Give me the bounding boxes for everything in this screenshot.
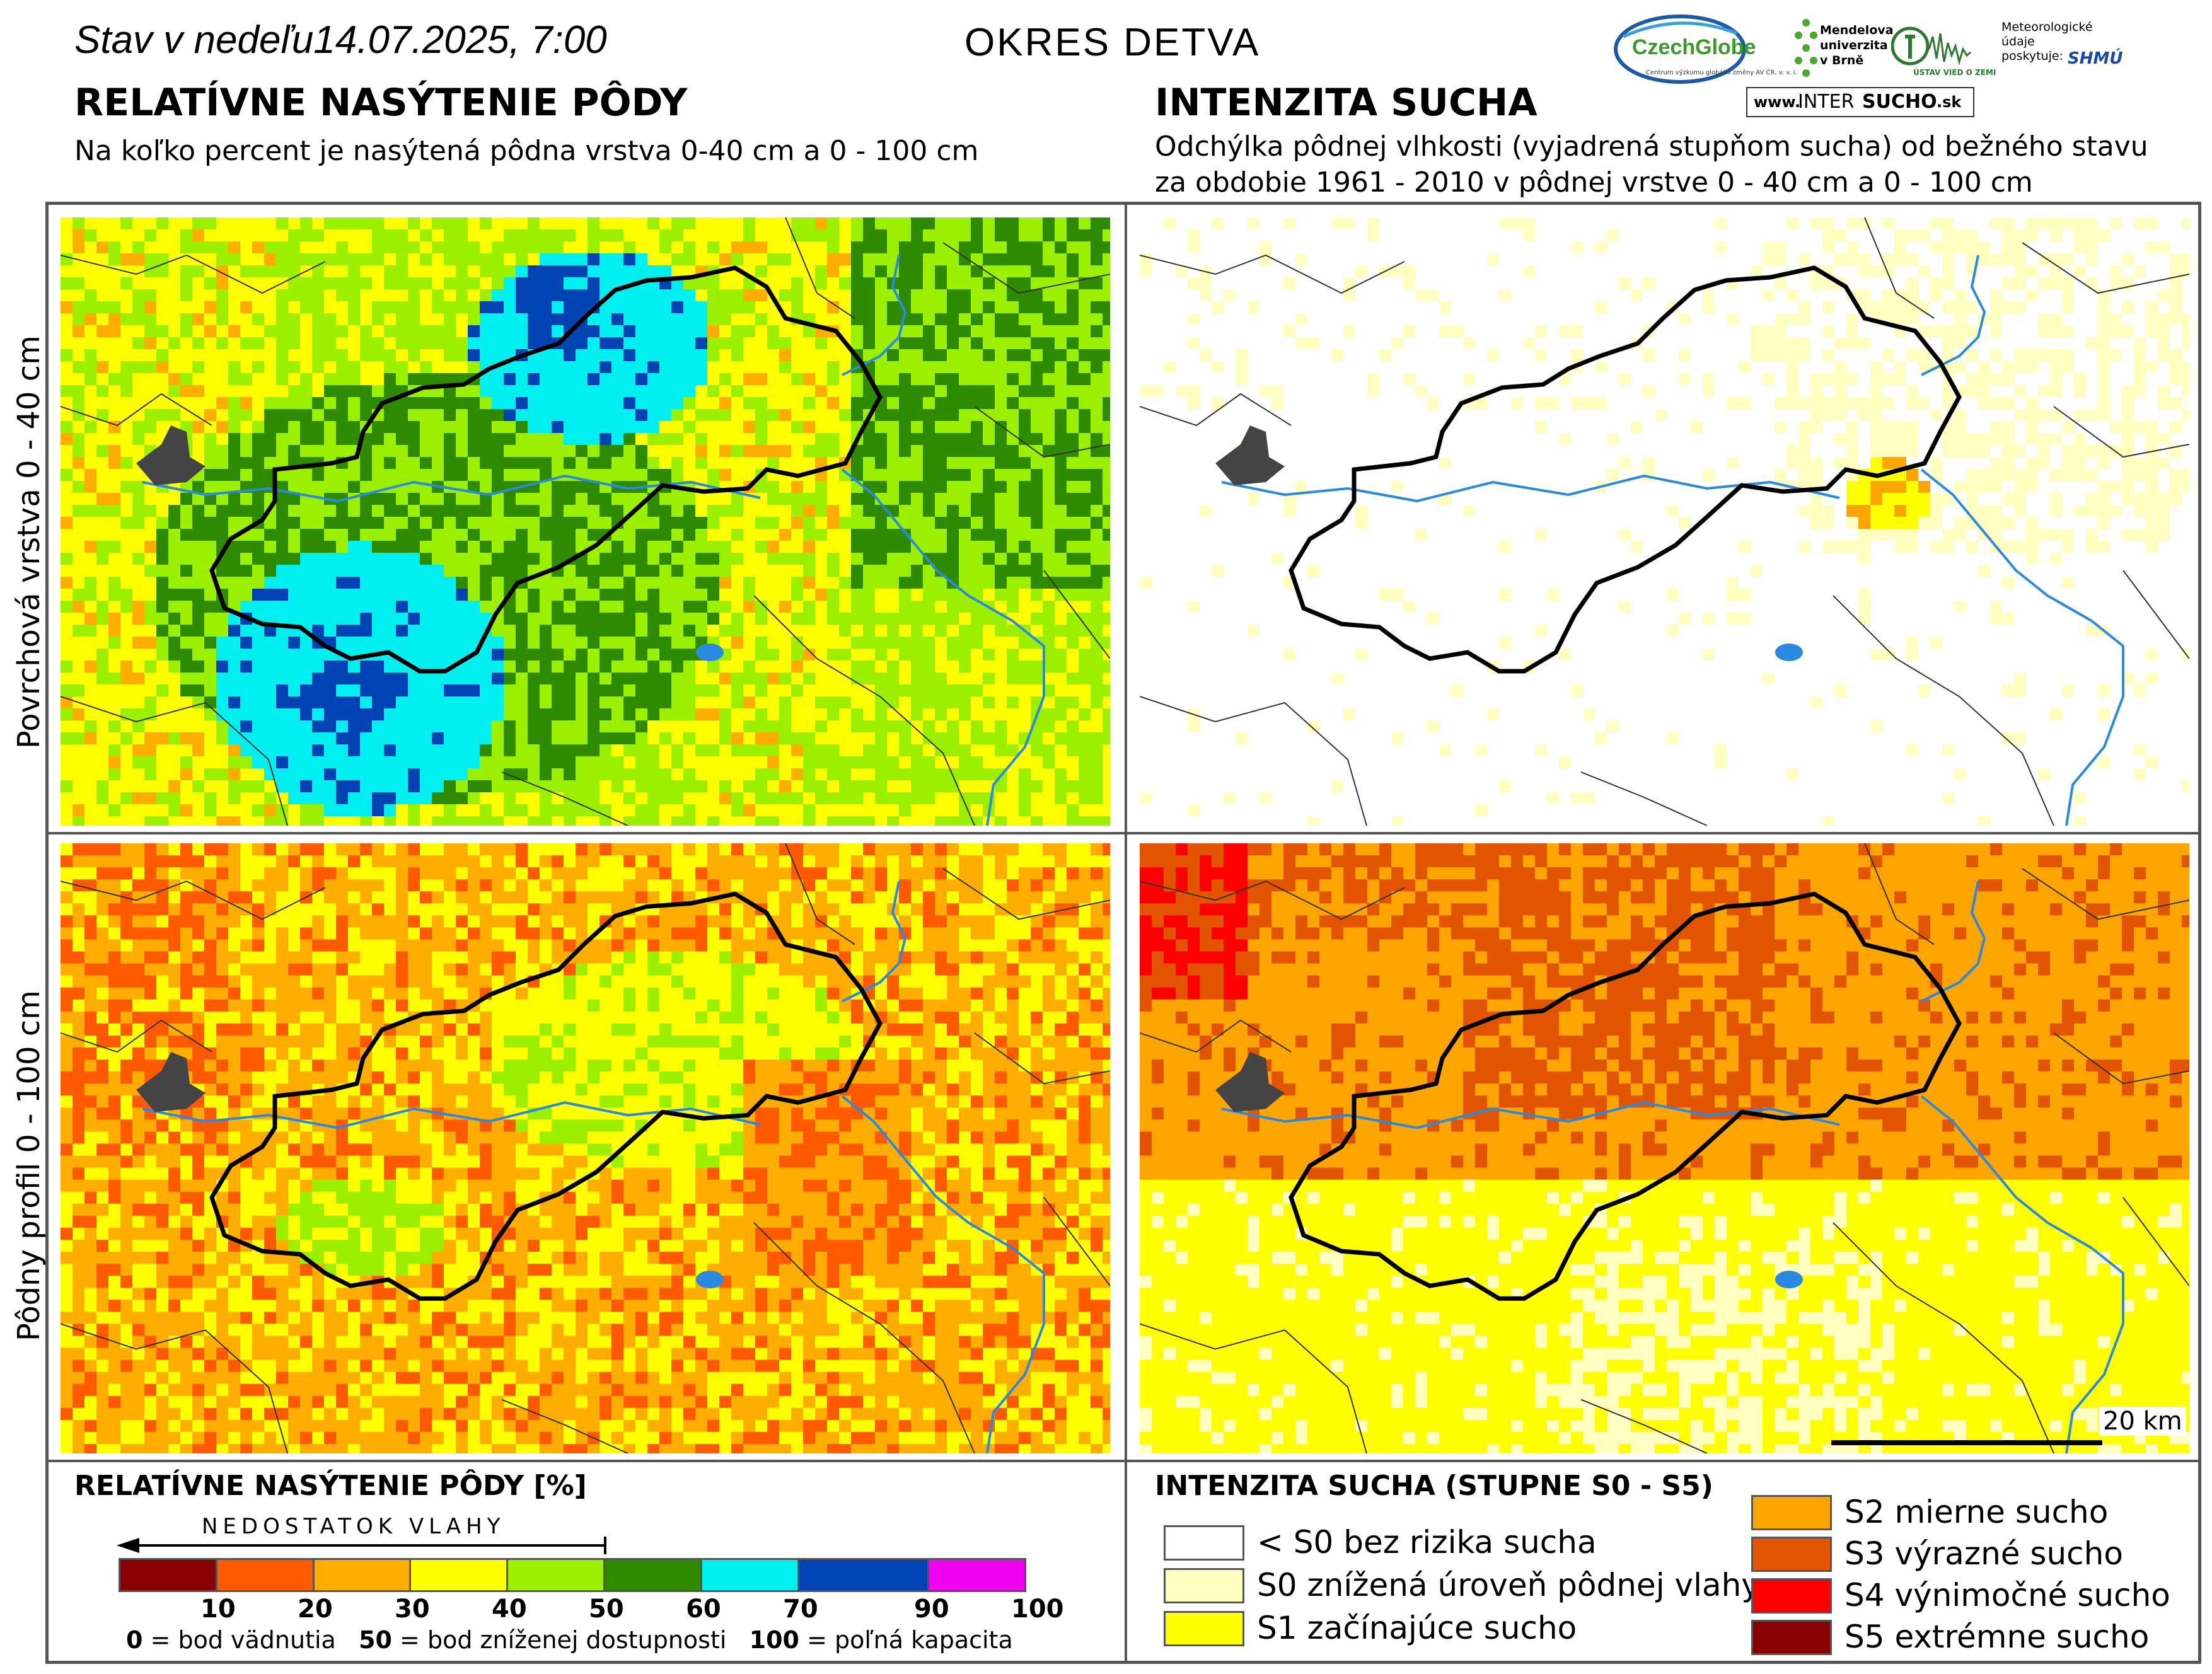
saturation-subtitle: Na koľko percent je nasýtená pôdna vrstv… (74, 135, 979, 167)
drought-legend-title: INTENZITA SUCHA (STUPNE S0 - S5) (1155, 1470, 1713, 1502)
ustav-vied-o-zemi-logo: ÚSTAV VIED O ZEMI (1891, 18, 1996, 87)
drought-legend-label: S1 začínajúce sucho (1257, 1610, 1577, 1646)
saturation-legend-footnote: 0 = bod vädnutia 50 = bod zníženej dostu… (126, 1626, 1013, 1654)
saturation-swatch-8 (799, 1560, 930, 1590)
saturation-tick-label: 60 (686, 1595, 721, 1624)
district-boundary (1288, 265, 1962, 674)
drought-legend-label: S2 mierne sucho (1844, 1494, 2109, 1530)
saturation-swatch-1 (120, 1560, 217, 1590)
meteo-data-label: Meteorologické údaje poskytuje: (2001, 20, 2093, 63)
drought-legend-label: < S0 bez rizika sucha (1257, 1524, 1597, 1561)
drought-title: INTENZITA SUCHA (1155, 81, 1537, 125)
saturation-tick-label: 20 (298, 1595, 333, 1624)
district-boundary (1288, 891, 1962, 1301)
drought-legend-label: S4 výnimočné sucho (1844, 1577, 2170, 1613)
saturation-tick-label: 100 (1011, 1595, 1064, 1624)
drought-swatch-6 (1751, 1620, 1832, 1655)
saturation-title: RELATÍVNE NASÝTENIE PÔDY (74, 81, 688, 125)
saturation-tick-label: 70 (783, 1595, 818, 1624)
saturation-swatch-6 (605, 1560, 702, 1590)
drought-legend-label: S5 extrémne sucho (1844, 1619, 2150, 1655)
shmu-logo: SHMÚ (2068, 49, 2123, 68)
scale-bar (1831, 1440, 2102, 1445)
saturation-tick-label: 10 (200, 1595, 236, 1624)
partner-logos: CzechGlobe Centrum výzkumu globální změn… (1611, 11, 2128, 118)
deficit-arrow (117, 1533, 608, 1558)
deficit-arrow-label: NEDOSTATOK VLAHY (202, 1514, 506, 1539)
row-label-profile: Pôdny profil 0 - 100 cm (11, 990, 47, 1341)
drought-subtitle-line1: Odchýlka pôdnej vlhkosti (vyjadrená stup… (1155, 130, 2148, 163)
mendelu-logo: Mendelova univerzita v Brně (1793, 18, 1894, 106)
saturation-tick-label: 30 (395, 1595, 430, 1624)
panel-frame (45, 202, 2201, 1664)
czechglobe-logo: CzechGlobe Centrum výzkumu globální změn… (1611, 11, 1806, 93)
map-drought-topsoil[interactable] (1140, 217, 2189, 826)
drought-swatch-4 (1751, 1537, 1832, 1572)
intersucho-logo: www. INTER SUCHO .sk (1746, 87, 1974, 117)
saturation-color-bar (119, 1558, 1026, 1592)
map-drought-profile[interactable] (1140, 843, 2189, 1453)
drought-subtitle-line2: za obdobie 1961 - 2010 v pôdnej vrstve 0… (1155, 166, 2033, 199)
drought-swatch-2 (1164, 1611, 1244, 1646)
saturation-swatch-9 (929, 1560, 1024, 1590)
drought-swatch-3 (1751, 1495, 1832, 1530)
scale-bar-label: 20 km (2099, 1407, 2186, 1436)
saturation-tick-label: 90 (913, 1595, 949, 1624)
drought-swatch-0 (1164, 1525, 1244, 1561)
saturation-swatch-3 (314, 1560, 412, 1590)
date-label: Stav v nedeľu14.07.2025, 7:00 (74, 18, 607, 62)
map-saturation-topsoil[interactable] (61, 217, 1110, 826)
saturation-ticks: 10 20 30 40 50 60 70 90 100 (119, 1592, 1064, 1624)
map-saturation-profile[interactable] (61, 843, 1110, 1453)
saturation-swatch-4 (411, 1560, 509, 1590)
drought-legend-label: S0 znížená úroveň pôdnej vlahy (1257, 1567, 1760, 1603)
saturation-legend-title: RELATÍVNE NASÝTENIE PÔDY [%] (74, 1470, 587, 1502)
district-boundary (209, 265, 883, 674)
drought-swatch-1 (1164, 1568, 1244, 1603)
saturation-tick-label: 50 (589, 1595, 624, 1624)
panel-divider-vertical (1125, 202, 1127, 1664)
saturation-swatch-5 (508, 1560, 605, 1590)
drought-legend-label: S3 výrazné sucho (1844, 1535, 2123, 1572)
saturation-tick-label: 40 (492, 1595, 527, 1624)
saturation-swatch-2 (217, 1560, 315, 1590)
panel-divider-legend (45, 1460, 2201, 1462)
district-boundary (209, 891, 883, 1301)
district-title: OKRES DETVA (964, 21, 1261, 64)
row-label-topsoil: Povrchová vrstva 0 - 40 cm (11, 335, 47, 749)
drought-swatch-5 (1751, 1578, 1832, 1613)
saturation-swatch-7 (702, 1560, 799, 1590)
panel-divider-middle (45, 832, 2201, 834)
